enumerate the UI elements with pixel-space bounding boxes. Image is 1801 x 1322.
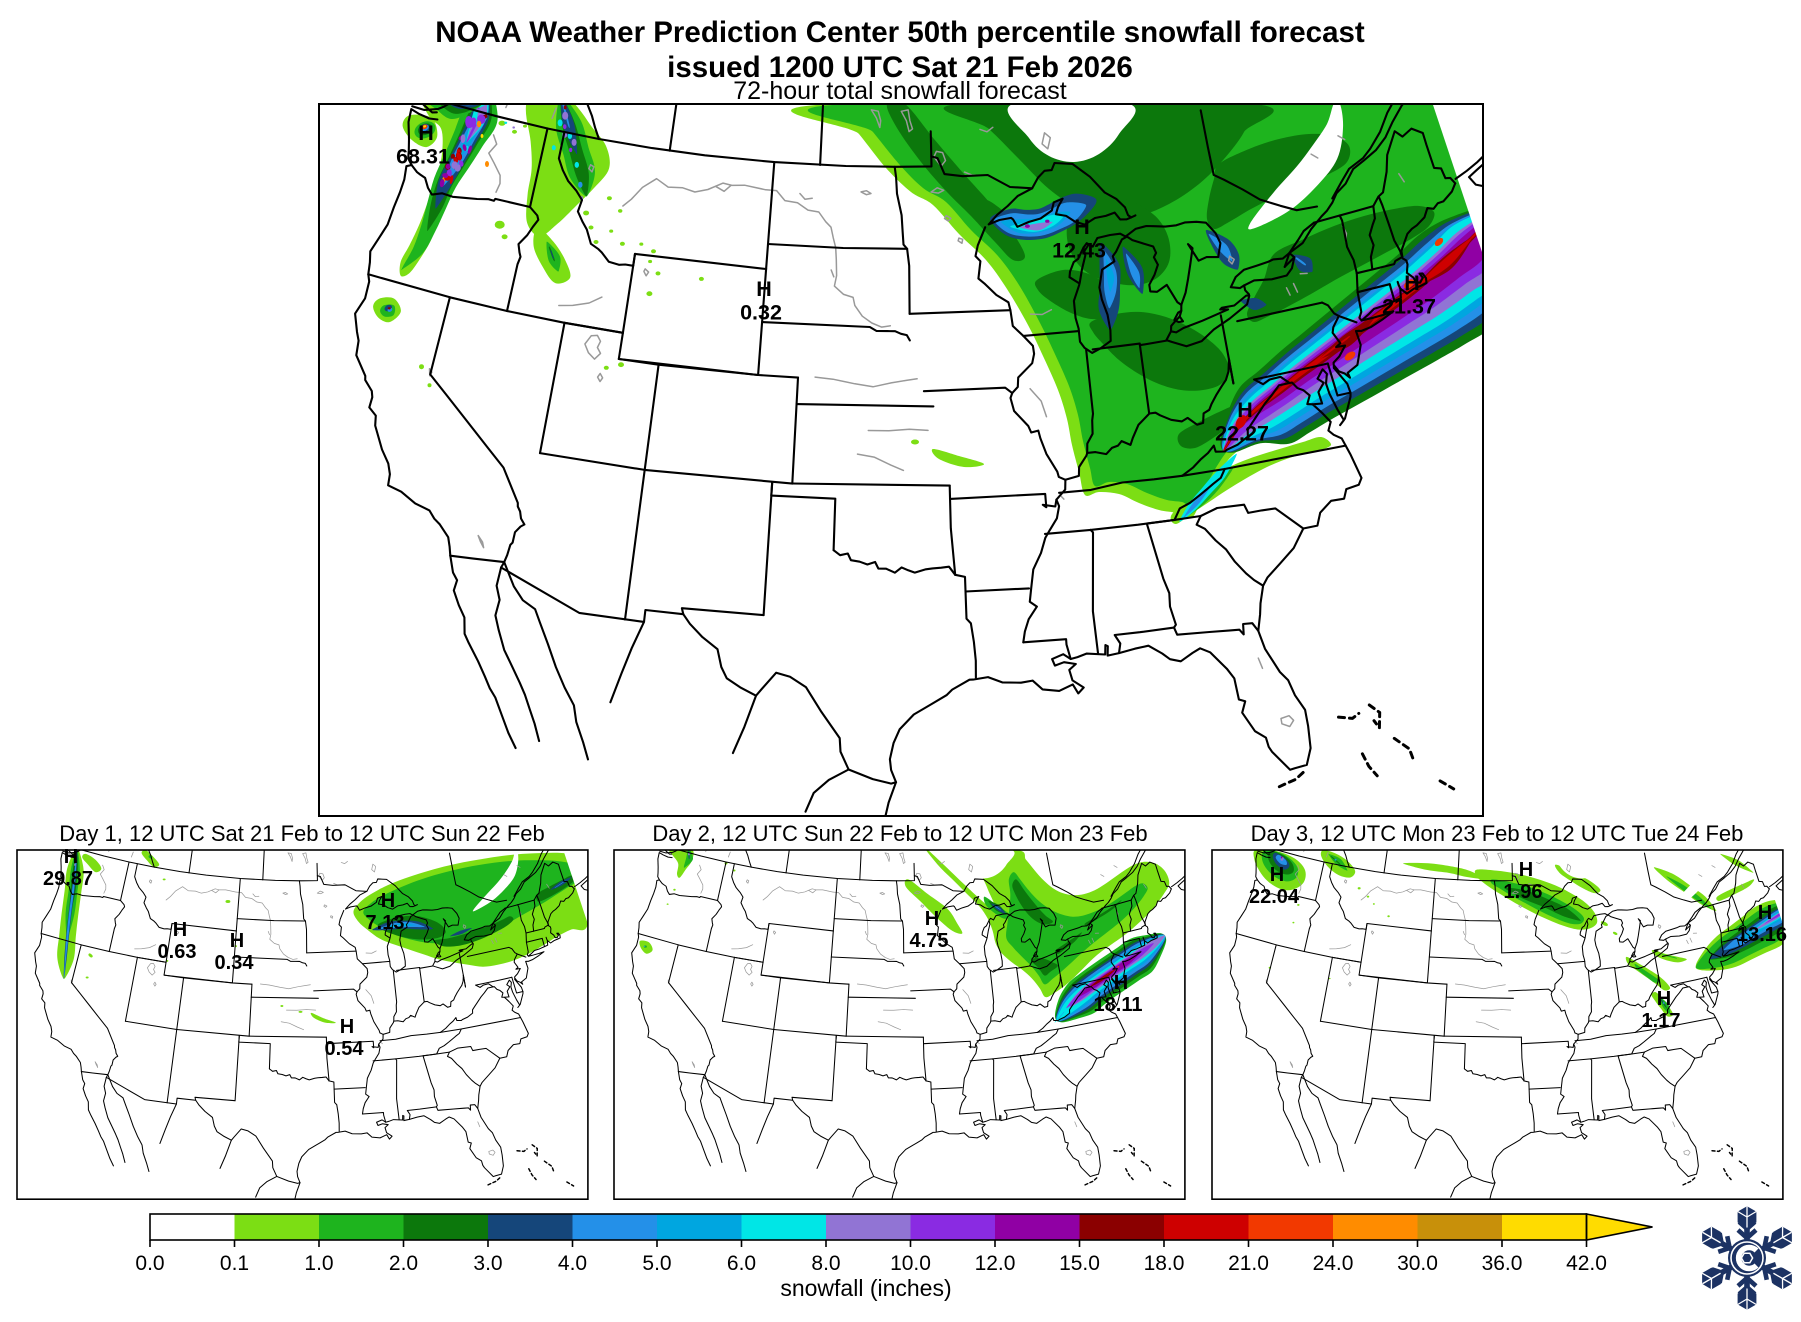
svg-text:H: H <box>1519 859 1533 881</box>
svg-text:12.43: 12.43 <box>1052 239 1106 263</box>
svg-text:1.96: 1.96 <box>1504 881 1543 903</box>
svg-text:0.32: 0.32 <box>740 301 782 325</box>
svg-text:7.13: 7.13 <box>366 912 405 934</box>
svg-text:H: H <box>1758 902 1772 924</box>
svg-text:H: H <box>756 277 772 301</box>
svg-text:1.0: 1.0 <box>304 1252 333 1275</box>
svg-text:H: H <box>418 121 434 145</box>
svg-text:H: H <box>64 846 78 868</box>
svg-text:12.0: 12.0 <box>975 1252 1016 1275</box>
svg-text:18.0: 18.0 <box>1144 1252 1185 1275</box>
svg-text:24.0: 24.0 <box>1313 1252 1354 1275</box>
svg-text:H: H <box>1657 988 1671 1010</box>
svg-text:0.1: 0.1 <box>220 1252 249 1275</box>
svg-text:H: H <box>340 1016 354 1038</box>
svg-text:H: H <box>1074 215 1090 239</box>
svg-text:H: H <box>1404 271 1420 295</box>
svg-text:1.17: 1.17 <box>1642 1010 1681 1032</box>
svg-text:H: H <box>1237 398 1253 422</box>
svg-text:Day 3, 12 UTC Mon 23 Feb to 12: Day 3, 12 UTC Mon 23 Feb to 12 UTC Tue 2… <box>1251 821 1744 846</box>
svg-text:22.27: 22.27 <box>1215 422 1269 446</box>
svg-text:42.0: 42.0 <box>1566 1252 1607 1275</box>
svg-text:4.75: 4.75 <box>910 930 949 952</box>
svg-text:29.87: 29.87 <box>43 868 93 890</box>
svg-text:15.0: 15.0 <box>1059 1252 1100 1275</box>
svg-text:H: H <box>173 919 187 941</box>
svg-text:H: H <box>1270 864 1284 886</box>
svg-text:21.0: 21.0 <box>1228 1252 1269 1275</box>
svg-text:22.04: 22.04 <box>1249 886 1300 908</box>
svg-text:NOAA Weather Prediction Center: NOAA Weather Prediction Center 50th perc… <box>435 16 1365 49</box>
svg-text:0.63: 0.63 <box>158 941 197 963</box>
svg-text:Day 1, 12 UTC Sat 21 Feb to 12: Day 1, 12 UTC Sat 21 Feb to 12 UTC Sun 2… <box>59 821 544 846</box>
svg-text:H: H <box>230 930 244 952</box>
svg-text:6.0: 6.0 <box>727 1252 756 1275</box>
svg-text:H: H <box>1114 972 1128 994</box>
svg-text:0.0: 0.0 <box>135 1252 164 1275</box>
svg-text:8.0: 8.0 <box>811 1252 840 1275</box>
svg-text:21.37: 21.37 <box>1382 295 1436 319</box>
svg-text:3.0: 3.0 <box>473 1252 502 1275</box>
svg-text:4.0: 4.0 <box>558 1252 587 1275</box>
svg-text:18.11: 18.11 <box>1094 994 1143 1016</box>
svg-text:10.0: 10.0 <box>890 1252 931 1275</box>
svg-text:0.54: 0.54 <box>325 1038 365 1060</box>
svg-text:5.0: 5.0 <box>642 1252 671 1275</box>
svg-text:13.16: 13.16 <box>1737 924 1787 946</box>
svg-text:2.0: 2.0 <box>389 1252 418 1275</box>
svg-text:snowfall (inches): snowfall (inches) <box>780 1275 951 1301</box>
svg-text:68.31: 68.31 <box>396 145 450 169</box>
svg-text:Day 2, 12 UTC Sun 22 Feb to 12: Day 2, 12 UTC Sun 22 Feb to 12 UTC Mon 2… <box>652 821 1147 846</box>
svg-text:issued 1200 UTC Sat 21 Feb 202: issued 1200 UTC Sat 21 Feb 2026 <box>667 51 1133 84</box>
svg-text:0.34: 0.34 <box>215 952 255 974</box>
svg-text:72-hour total snowfall forecas: 72-hour total snowfall forecast <box>733 77 1067 105</box>
svg-text:H: H <box>381 890 395 912</box>
svg-text:36.0: 36.0 <box>1482 1252 1523 1275</box>
svg-text:H: H <box>925 908 939 930</box>
svg-text:30.0: 30.0 <box>1397 1252 1438 1275</box>
